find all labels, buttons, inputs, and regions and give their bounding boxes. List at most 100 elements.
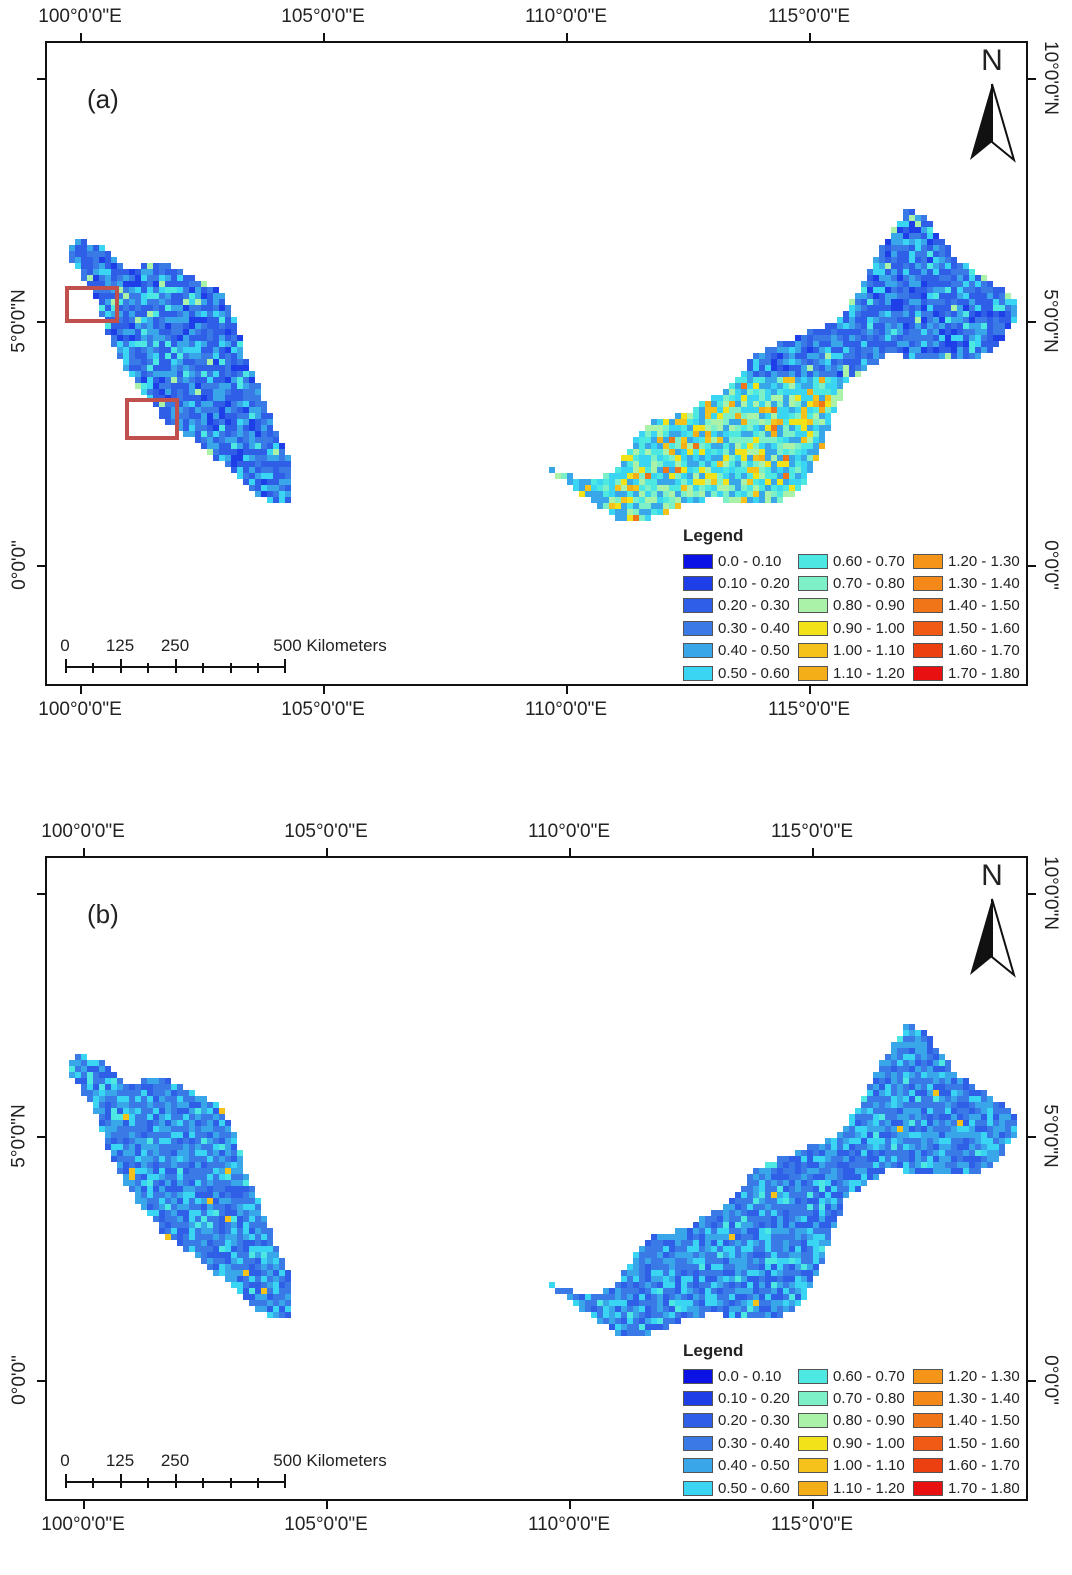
tick-mark: [37, 893, 45, 895]
legend-item: 0.30 - 0.40: [683, 1434, 790, 1452]
legend-label: 0.90 - 1.00: [833, 619, 905, 637]
legend-swatch: [913, 665, 943, 681]
scale-bar: 0 125 250 500 Kilometers: [60, 1451, 400, 1496]
legend-label: 0.50 - 0.60: [718, 664, 790, 682]
legend-item: 0.20 - 0.30: [683, 1412, 790, 1430]
legend-item: 0.0 - 0.10: [683, 552, 781, 570]
legend-label: 0.30 - 0.40: [718, 1434, 790, 1452]
legend-label: 1.50 - 1.60: [948, 619, 1020, 637]
legend-swatch: [798, 643, 828, 659]
x-tick-top: 115°0'0"E: [770, 821, 854, 842]
legend-swatch: [913, 1480, 943, 1496]
legend-item: 0.50 - 0.60: [683, 664, 790, 682]
legend-item: 0.10 - 0.20: [683, 574, 790, 592]
legend-item: 1.00 - 1.10: [798, 1457, 905, 1475]
scale-tick: [284, 1474, 286, 1488]
legend-label: 0.20 - 0.30: [718, 597, 790, 615]
legend-item: 1.00 - 1.10: [798, 642, 905, 660]
tick-mark: [37, 78, 45, 80]
x-tick-top: 105°0'0"E: [281, 6, 365, 27]
legend: Legend 0.0 - 0.10 0.10 - 0.20 0.20 - 0.30 0…: [680, 1335, 1025, 1500]
legend-swatch: [913, 1390, 943, 1406]
legend-swatch: [913, 1458, 943, 1474]
scale-label: 500 Kilometers: [273, 636, 387, 655]
legend-item: 0.20 - 0.30: [683, 597, 790, 615]
scale-label: 125: [105, 636, 135, 655]
map-panel-a: 100°0'0"E 105°0'0"E 110°0'0"E 115°0'0"E …: [0, 0, 1072, 760]
map-frame: [45, 856, 1028, 1501]
legend-label: 1.70 - 1.80: [948, 1479, 1020, 1497]
legend-label: 0.20 - 0.30: [718, 1412, 790, 1430]
scale-tick: [230, 1478, 232, 1488]
y-tick-left: 0°0'0": [9, 540, 31, 590]
scale-tick: [202, 663, 204, 673]
legend-label: 0.10 - 0.20: [718, 574, 790, 592]
legend-label: 1.60 - 1.70: [948, 1457, 1020, 1475]
y-tick-right: 10°0'0"N: [1040, 856, 1061, 930]
tick-mark: [569, 848, 571, 856]
legend-label: 0.80 - 0.90: [833, 597, 905, 615]
legend-swatch: [683, 1458, 713, 1474]
legend-swatch: [798, 575, 828, 591]
legend-swatch: [683, 598, 713, 614]
legend-item: 1.70 - 1.80: [913, 1479, 1020, 1497]
legend-swatch: [683, 1480, 713, 1496]
scale-tick: [65, 659, 67, 673]
y-tick-right: 5°0'0"N: [1040, 289, 1061, 353]
tick-mark: [80, 33, 82, 41]
tick-mark: [566, 686, 568, 694]
legend-label: 1.40 - 1.50: [948, 597, 1020, 615]
scale-tick: [202, 1478, 204, 1488]
legend-label: 1.40 - 1.50: [948, 1412, 1020, 1430]
scale-tick: [120, 1474, 122, 1488]
tick-mark: [1028, 893, 1036, 895]
x-tick-bottom: 115°0'0"E: [767, 699, 851, 720]
legend-label: 0.40 - 0.50: [718, 1457, 790, 1475]
legend-label: 1.50 - 1.60: [948, 1434, 1020, 1452]
x-tick-bottom: 100°0'0"E: [41, 1514, 125, 1535]
tick-mark: [809, 33, 811, 41]
legend-swatch: [913, 620, 943, 636]
legend-label: 1.00 - 1.10: [833, 1457, 905, 1475]
legend: Legend 0.0 - 0.10 0.10 - 0.20 0.20 - 0.30 0…: [680, 520, 1025, 685]
x-tick-top: 115°0'0"E: [767, 6, 851, 27]
north-arrow-icon: [970, 83, 1016, 163]
scale-label: 500 Kilometers: [273, 1451, 387, 1470]
legend-swatch: [798, 620, 828, 636]
scale-label: 0: [60, 1451, 70, 1470]
scale-label: 125: [105, 1451, 135, 1470]
legend-label: 0.80 - 0.90: [833, 1412, 905, 1430]
legend-item: 1.50 - 1.60: [913, 619, 1020, 637]
scale-tick: [120, 659, 122, 673]
legend-item: 0.50 - 0.60: [683, 1479, 790, 1497]
legend-swatch: [798, 1480, 828, 1496]
legend-label: 0.10 - 0.20: [718, 1389, 790, 1407]
tick-mark: [326, 848, 328, 856]
legend-swatch: [913, 1413, 943, 1429]
panel-label: (a): [87, 84, 119, 114]
legend-swatch: [913, 1368, 943, 1384]
legend-label: 1.60 - 1.70: [948, 642, 1020, 660]
legend-label: 1.70 - 1.80: [948, 664, 1020, 682]
tick-mark: [37, 321, 45, 323]
tick-mark: [326, 1501, 328, 1509]
legend-item: 1.10 - 1.20: [798, 1479, 905, 1497]
legend-label: 1.00 - 1.10: [833, 642, 905, 660]
legend-label: 1.20 - 1.30: [948, 1367, 1020, 1385]
scale-tick: [65, 1474, 67, 1488]
legend-swatch: [913, 643, 943, 659]
legend-swatch: [798, 1435, 828, 1451]
tick-mark: [37, 1380, 45, 1382]
legend-item: 0.30 - 0.40: [683, 619, 790, 637]
x-tick-top: 100°0'0"E: [38, 6, 122, 27]
x-tick-bottom: 100°0'0"E: [38, 699, 122, 720]
legend-title: Legend: [683, 1341, 744, 1360]
legend-label: 1.30 - 1.40: [948, 1389, 1020, 1407]
legend-item: 1.20 - 1.30: [913, 552, 1020, 570]
x-tick-bottom: 105°0'0"E: [281, 699, 365, 720]
scale-bar: 0 125 250 500 Kilometers: [60, 636, 400, 681]
legend-label: 0.70 - 0.80: [833, 574, 905, 592]
tick-mark: [83, 1501, 85, 1509]
scale-tick: [257, 663, 259, 673]
y-tick-right: 0°0'0": [1040, 540, 1062, 590]
